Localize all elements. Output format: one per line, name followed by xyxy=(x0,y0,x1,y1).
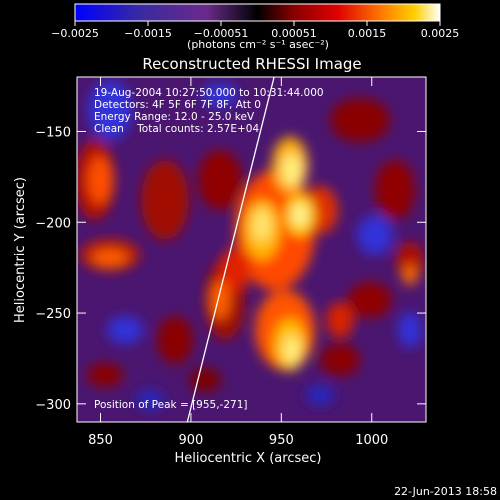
colorbar-tick-label: −0.00051 xyxy=(194,27,249,40)
colorbar-gradient xyxy=(74,3,441,22)
colorbar: −0.0025 −0.0015 −0.00051 0.00051 0.0015 0.002… xyxy=(51,3,459,51)
y-tick-label: −250 xyxy=(35,307,71,322)
x-axis-ticks: 850 900 950 1000 xyxy=(88,77,388,448)
x-tick-label: 900 xyxy=(179,433,204,448)
info-block: 19-Aug-2004 10:27:50.000 to 10:31:44.000… xyxy=(94,87,324,135)
x-tick-label: 950 xyxy=(269,433,294,448)
x-tick-label: 850 xyxy=(88,433,113,448)
colorbar-tick-label: −0.0015 xyxy=(124,27,172,40)
x-tick-label: 1000 xyxy=(355,433,388,448)
heatmap-image xyxy=(77,80,424,410)
info-energy-range: Energy Range: 12.0 - 25.0 keV xyxy=(94,111,255,123)
colorbar-tick-label: −0.0025 xyxy=(51,27,99,40)
y-axis-ticks: −150 −200 −250 −300 xyxy=(35,125,426,413)
colorbar-tick-label: 0.0015 xyxy=(348,27,387,40)
peak-position-label: Position of Peak = [955,-271] xyxy=(94,399,248,411)
info-time-range: 19-Aug-2004 10:27:50.000 to 10:31:44.000 xyxy=(94,87,324,99)
colorbar-tick-label: 0.00051 xyxy=(271,27,317,40)
colorbar-ticks: −0.0025 −0.0015 −0.00051 0.00051 0.0015 0.002… xyxy=(51,21,459,40)
chart-title: Reconstructed RHESSI Image xyxy=(142,55,361,73)
info-detectors: Detectors: 4F 5F 6F 7F 8F, Att 0 xyxy=(94,99,261,111)
y-tick-label: −300 xyxy=(35,398,71,413)
colorbar-tick-label: 0.0025 xyxy=(421,27,460,40)
footer-date: 22-Jun-2013 18:58 xyxy=(394,485,497,498)
y-tick-label: −200 xyxy=(35,216,71,231)
info-clean-counts: Clean Total counts: 2.57E+04 xyxy=(94,123,259,135)
plot-area: 850 900 950 1000 −150 −200 −250 −300 19-Aug-20… xyxy=(35,76,427,448)
y-axis-label: Heliocentric Y (arcsec) xyxy=(13,177,28,323)
y-tick-label: −150 xyxy=(35,125,71,140)
x-axis-label: Heliocentric X (arcsec) xyxy=(175,451,322,466)
colorbar-unit-label: (photons cm⁻² s⁻¹ asec⁻²) xyxy=(187,38,329,51)
solar-limb-line xyxy=(186,77,275,422)
